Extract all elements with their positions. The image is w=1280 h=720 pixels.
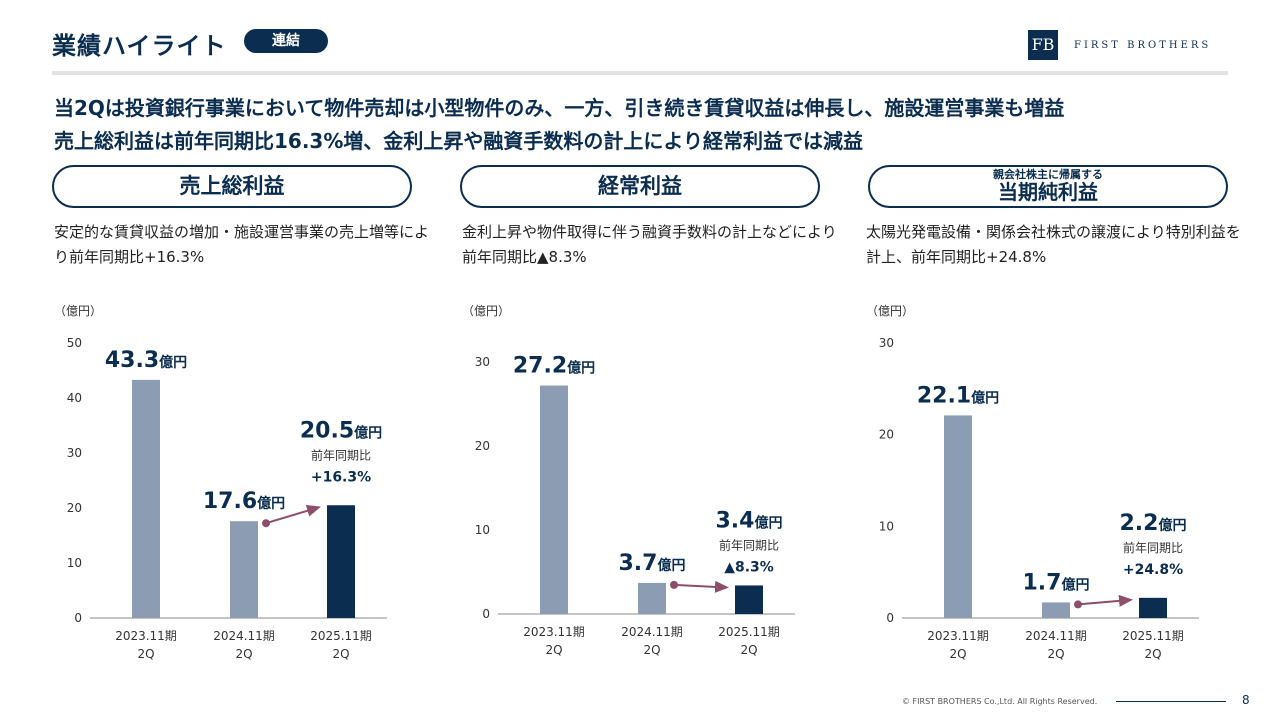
y-tick-label: 10 xyxy=(67,556,82,570)
y-tick-label: 30 xyxy=(67,446,82,460)
bar xyxy=(944,415,972,618)
chart-unit-label: （億円） xyxy=(866,304,915,318)
x-tick-label: 2023.11期 xyxy=(115,629,177,643)
panel-title-text: 経常利益 xyxy=(598,174,682,198)
net-income-chart: 0 10 20 30 2023.11期 2Q 22.1億円 2024.11期 2Q 1.7億円 20… xyxy=(879,336,1199,661)
panel-title-gross-profit: 売上総利益 xyxy=(52,165,412,208)
bar xyxy=(230,521,258,618)
x-tick-label: 2Q xyxy=(332,647,349,661)
x-tick-label: 2Q xyxy=(643,643,660,657)
y-tick-label: 50 xyxy=(67,336,82,350)
x-tick-label: 2023.11期 xyxy=(927,629,989,643)
data-label: 27.2億円 xyxy=(513,354,595,379)
y-tick-label: 20 xyxy=(67,501,82,515)
y-tick-label: 30 xyxy=(475,355,490,369)
data-label: 17.6億円 xyxy=(203,489,285,514)
trend-dot xyxy=(262,519,270,528)
data-label: 22.1億円 xyxy=(917,383,999,408)
data-label: 2.2億円 xyxy=(1120,511,1187,536)
y-tick-label: 20 xyxy=(879,428,894,442)
data-label: 43.3億円 xyxy=(105,348,187,373)
panel-title-net-income: 親会社株主に帰属する 当期純利益 xyxy=(868,165,1228,208)
x-tick-label: 2Q xyxy=(1047,647,1064,661)
bar xyxy=(540,385,568,614)
panel-title-text: 当期純利益 xyxy=(998,180,1098,204)
data-label: 3.7億円 xyxy=(619,551,686,576)
trend-arrow xyxy=(265,504,321,525)
y-tick-label: 0 xyxy=(482,607,490,621)
bar xyxy=(1042,602,1070,618)
bar xyxy=(735,585,763,614)
logo-mark-icon: FB xyxy=(1028,30,1058,60)
chart-unit-label: （億円） xyxy=(54,304,103,318)
yoy-label: 前年同期比 xyxy=(1123,540,1183,555)
panel-description: 太陽光発電設備・関係会社株式の譲渡により特別利益を計上、前年同期比+24.8% xyxy=(866,223,1241,266)
x-tick-label: 2024.11期 xyxy=(213,629,275,643)
y-tick-label: 40 xyxy=(67,391,82,405)
headline-line-2: 売上総利益は前年同期比16.3%増、金利上昇や融資手数料の計上により経常利益では… xyxy=(54,129,863,153)
x-tick-label: 2Q xyxy=(949,647,966,661)
bar xyxy=(327,505,355,618)
bar xyxy=(1139,597,1167,618)
data-label: 3.4億円 xyxy=(716,508,783,533)
y-tick-label: 20 xyxy=(475,439,490,453)
x-tick-label: 2024.11期 xyxy=(621,625,683,639)
x-tick-label: 2023.11期 xyxy=(523,625,585,639)
trend-arrow xyxy=(1077,594,1133,607)
data-label: 1.7億円 xyxy=(1023,570,1090,595)
x-tick-label: 2Q xyxy=(235,647,252,661)
footer-divider xyxy=(1116,701,1226,702)
x-tick-label: 2025.11期 xyxy=(718,625,780,639)
yoy-label: 前年同期比 xyxy=(719,537,779,552)
y-tick-label: 30 xyxy=(879,336,894,350)
x-tick-label: 2Q xyxy=(740,643,757,657)
x-tick-label: 2025.11期 xyxy=(310,629,372,643)
y-tick-label: 0 xyxy=(74,611,82,625)
x-tick-label: 2025.11期 xyxy=(1122,629,1184,643)
x-tick-label: 2024.11期 xyxy=(1025,629,1087,643)
bar xyxy=(638,582,666,614)
x-tick-label: 2Q xyxy=(545,643,562,657)
chart-unit-label: （億円） xyxy=(462,304,511,318)
panel-description: 安定的な賃貸収益の増加・施設運営事業の売上増等により前年同期比+16.3% xyxy=(54,223,430,266)
ordinary-profit-chart: 0 10 20 30 2023.11期 2Q 27.2億円 2024.11期 2Q 3.7億円 20… xyxy=(475,354,795,657)
page-number: 8 xyxy=(1242,693,1250,707)
data-label: 20.5億円 xyxy=(300,418,382,443)
yoy-value: +24.8% xyxy=(1123,562,1183,578)
gross-profit-chart: 0 10 20 30 40 50 2023.11期 2Q 43.3億円 2024.11期 2Q 17.… xyxy=(67,336,387,661)
headline-line-1: 当2Qは投資銀行事業において物件売却は小型物件のみ、一方、引き続き賃貸収益は伸長… xyxy=(54,96,1065,120)
y-tick-label: 10 xyxy=(879,519,894,533)
x-tick-label: 2Q xyxy=(1144,647,1161,661)
yoy-value: ▲8.3% xyxy=(724,559,774,575)
x-tick-label: 2Q xyxy=(137,647,154,661)
copyright-text: © FIRST BROTHERS Co.,Ltd. All Rights Res… xyxy=(902,697,1098,706)
yoy-label: 前年同期比 xyxy=(311,447,371,462)
panel-title-text: 売上総利益 xyxy=(179,174,285,198)
logo-text: FIRST BROTHERS xyxy=(1074,39,1212,51)
yoy-value: +16.3% xyxy=(311,469,371,485)
page-title: 業績ハイライト xyxy=(52,32,227,60)
panel-subtitle-text: 親会社株主に帰属する xyxy=(993,168,1103,181)
y-tick-label: 0 xyxy=(886,611,894,625)
company-logo: FB FIRST BROTHERS xyxy=(1028,30,1211,60)
bar xyxy=(132,379,160,618)
header-divider xyxy=(52,71,1228,75)
panel-description: 金利上昇や物件取得に伴う融資手数料の計上などにより前年同期比▲8.3% xyxy=(462,223,837,266)
trend-arrow xyxy=(673,580,729,593)
panel-title-ordinary-profit: 経常利益 xyxy=(460,165,820,208)
consolidated-badge: 連結 xyxy=(244,29,328,53)
y-tick-label: 10 xyxy=(475,523,490,537)
